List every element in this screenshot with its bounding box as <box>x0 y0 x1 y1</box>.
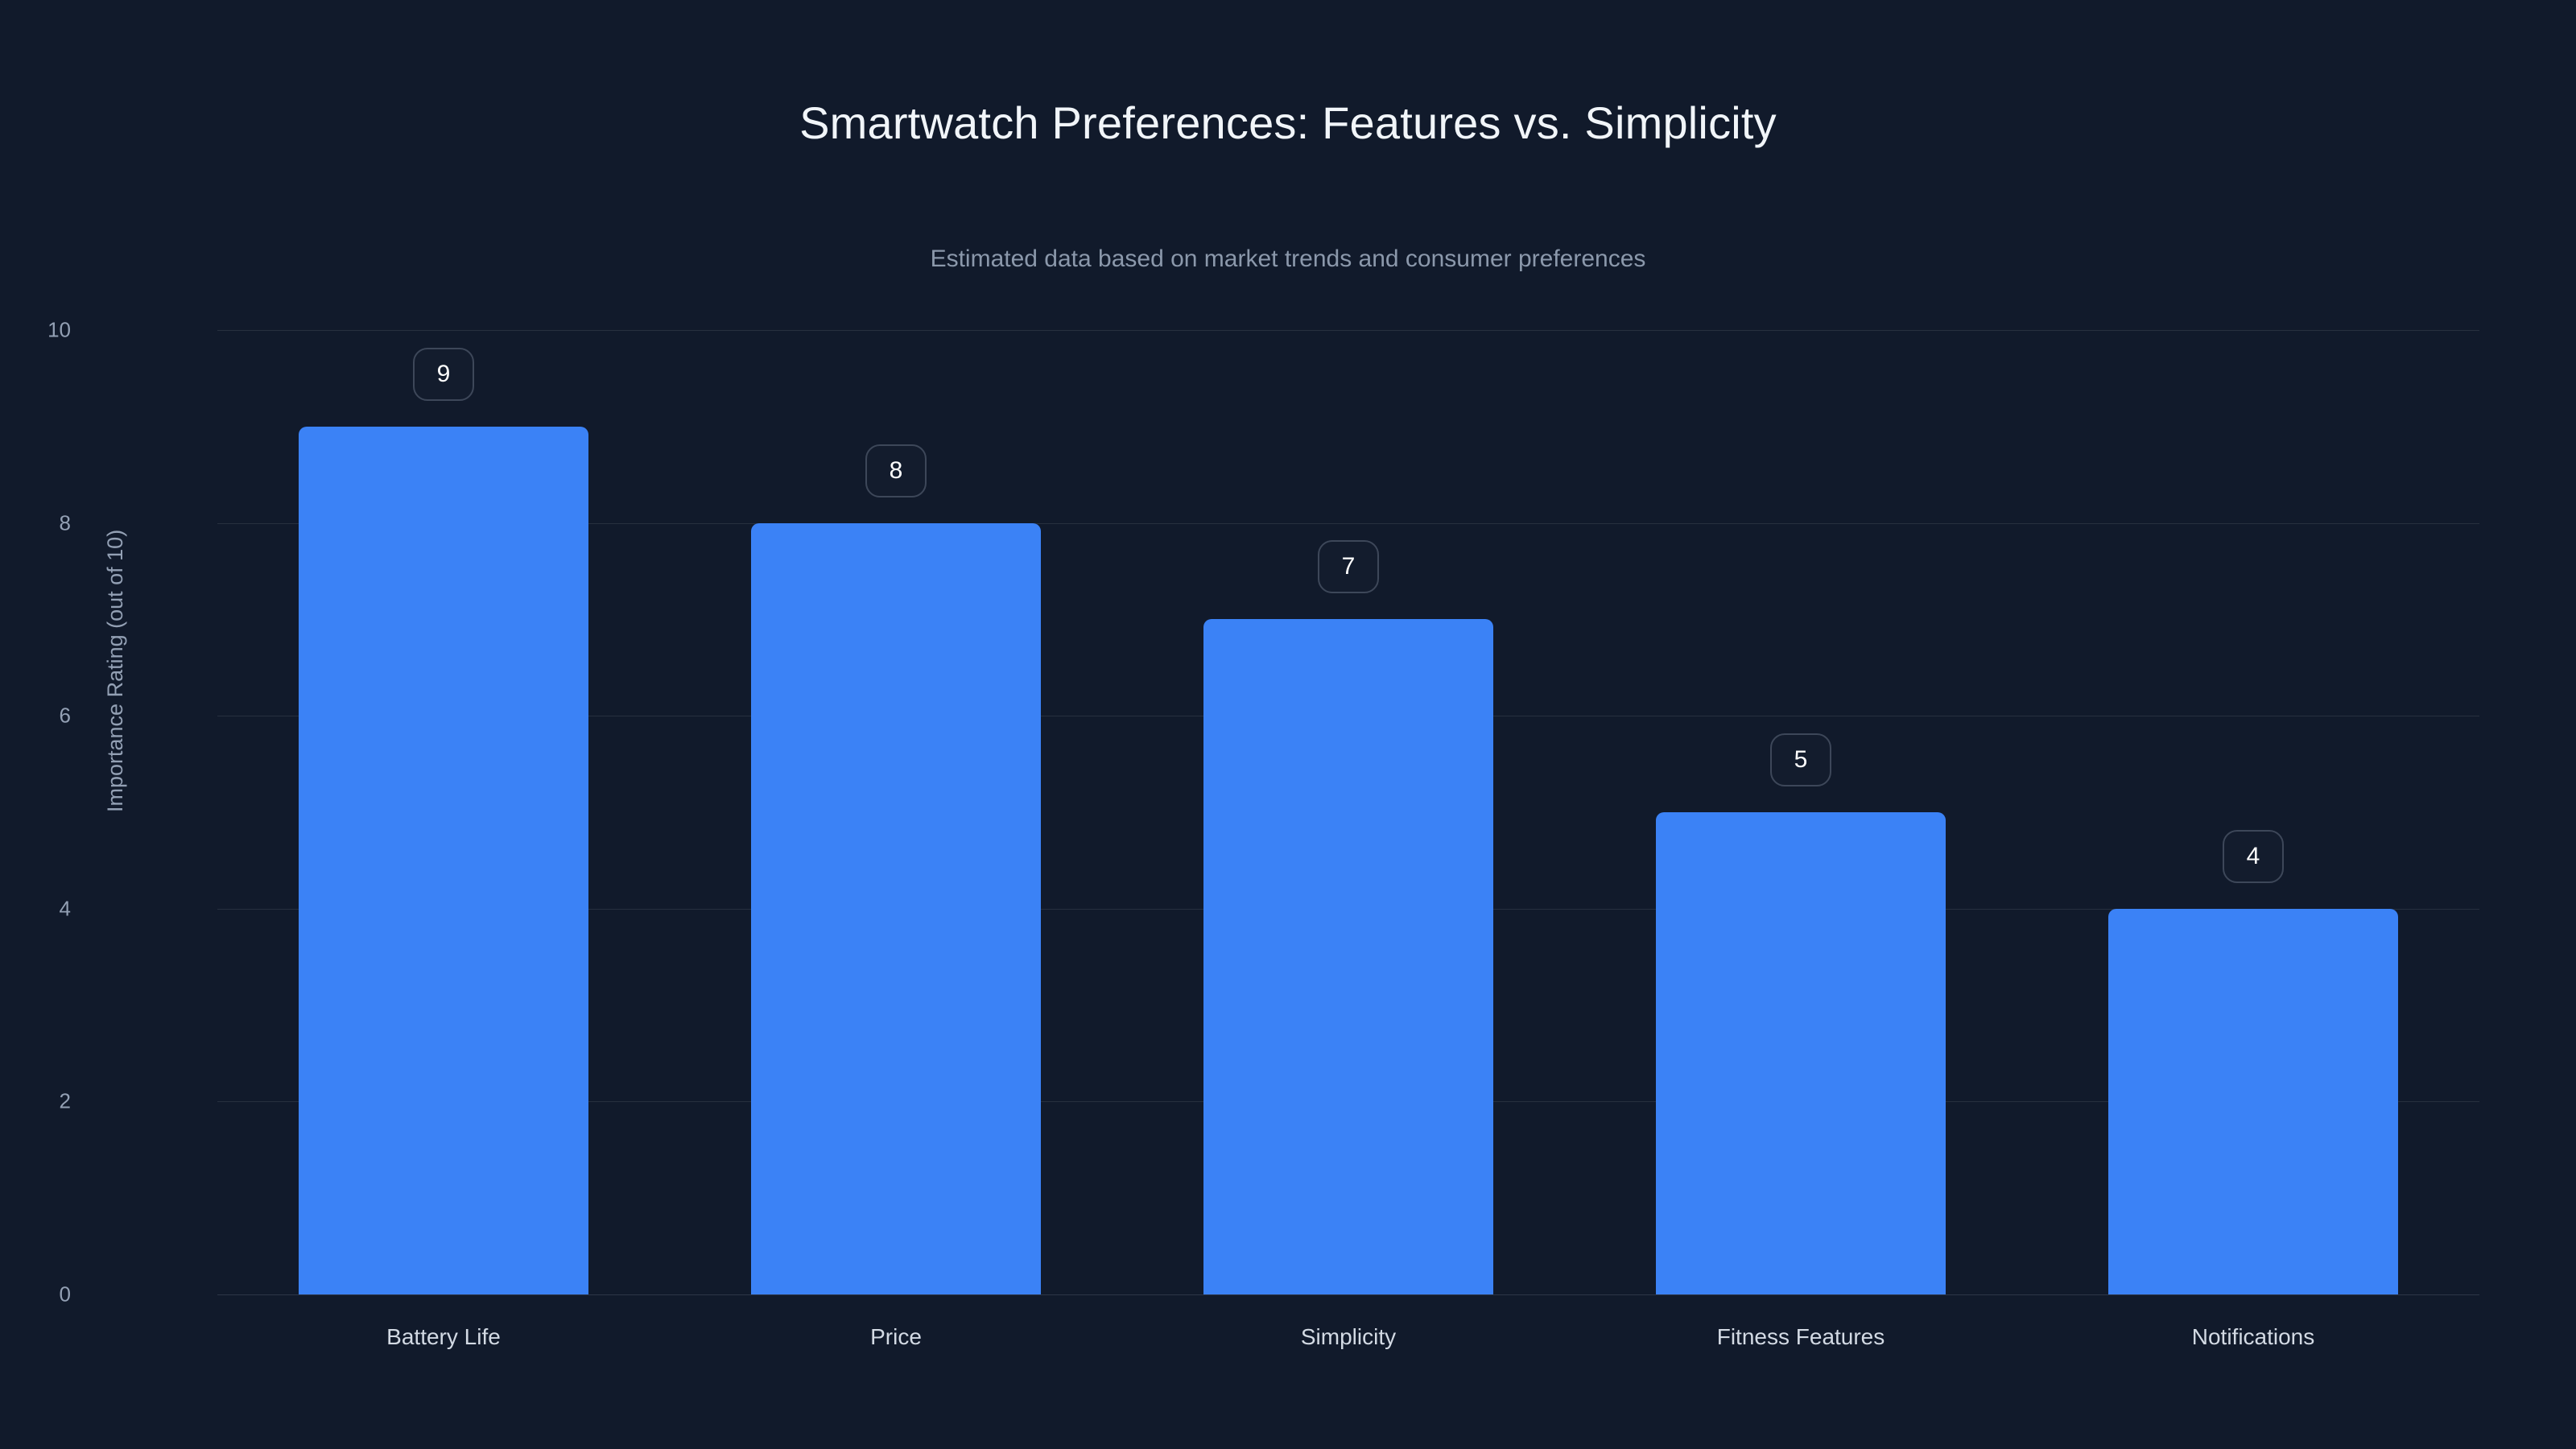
gridline <box>217 330 2479 331</box>
bar[interactable] <box>1656 812 1946 1294</box>
chart-title: Smartwatch Preferences: Features vs. Sim… <box>799 97 1777 148</box>
x-axis-tick-label: Fitness Features <box>1716 1324 1885 1349</box>
y-axis-tick-label: 10 <box>47 317 71 342</box>
x-axis-tick-label: Price <box>870 1324 922 1349</box>
x-axis-tick-label: Notifications <box>2191 1324 2315 1349</box>
plot-area <box>217 330 2479 1295</box>
bar[interactable] <box>299 426 588 1294</box>
bar-value-badge: 4 <box>2223 829 2284 883</box>
bar[interactable] <box>1203 619 1493 1294</box>
y-axis-title: Importance Rating (out of 10) <box>103 529 127 812</box>
y-axis-tick-label: 8 <box>59 510 71 535</box>
x-axis-tick-label: Simplicity <box>1300 1324 1397 1349</box>
bar-value-badge: 8 <box>865 444 927 497</box>
y-axis-tick-label: 4 <box>59 896 71 921</box>
bar-value-badge: 9 <box>413 347 474 401</box>
gridline <box>217 522 2479 524</box>
gridline <box>217 1294 2479 1295</box>
y-axis-tick-label: 2 <box>59 1088 71 1113</box>
bar-value-badge: 7 <box>1318 540 1379 594</box>
chart-subtitle: Estimated data based on market trends an… <box>930 246 1646 272</box>
y-axis-tick-label: 0 <box>59 1282 71 1307</box>
x-axis-tick-label: Battery Life <box>386 1324 501 1349</box>
bar-value-badge: 5 <box>1770 733 1831 786</box>
y-axis-tick-label: 6 <box>59 703 71 728</box>
bar[interactable] <box>2108 908 2398 1294</box>
bar[interactable] <box>751 522 1041 1294</box>
